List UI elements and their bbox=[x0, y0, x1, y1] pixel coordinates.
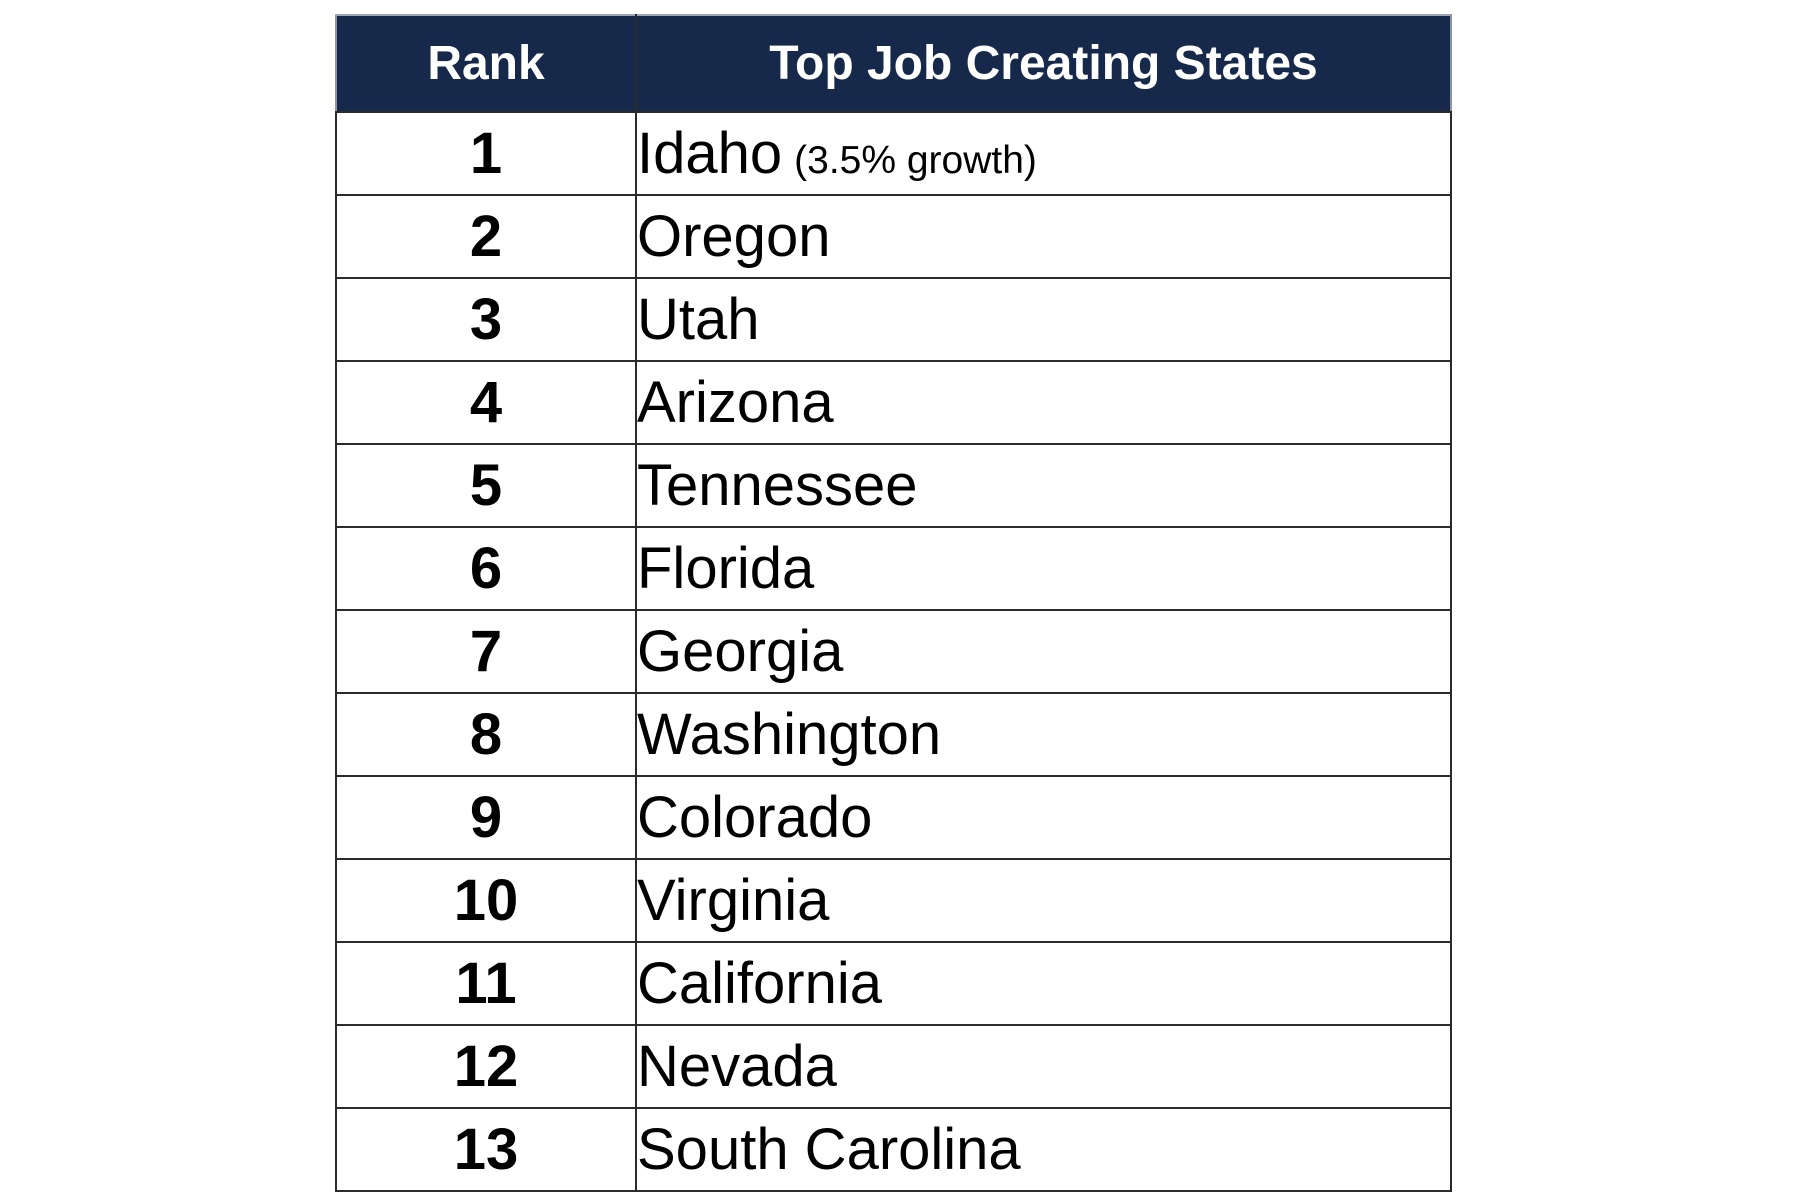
state-cell: Tennessee bbox=[635, 443, 1452, 528]
table-row: 11 California bbox=[335, 941, 1452, 1026]
state-name: Utah bbox=[637, 286, 760, 352]
state-name: South Carolina bbox=[637, 1116, 1021, 1182]
state-cell: South Carolina bbox=[635, 1107, 1452, 1192]
state-name: Tennessee bbox=[637, 452, 918, 518]
state-name: California bbox=[637, 950, 882, 1016]
state-name: Florida bbox=[637, 535, 815, 601]
state-cell: Idaho (3.5% growth) bbox=[635, 111, 1452, 196]
table-row: 13 South Carolina bbox=[335, 1107, 1452, 1192]
rank-cell: 13 bbox=[335, 1107, 637, 1192]
state-cell: Utah bbox=[635, 277, 1452, 362]
table-row: 12 Nevada bbox=[335, 1024, 1452, 1109]
table-row: 7 Georgia bbox=[335, 609, 1452, 694]
table-row: 4 Arizona bbox=[335, 360, 1452, 445]
state-cell: California bbox=[635, 941, 1452, 1026]
rank-cell: 6 bbox=[335, 526, 637, 611]
state-cell: Colorado bbox=[635, 775, 1452, 860]
state-cell: Virginia bbox=[635, 858, 1452, 943]
job-creating-states-table: Rank Top Job Creating States 1 Idaho (3.5… bbox=[335, 14, 1452, 1192]
state-name: Idaho bbox=[637, 120, 783, 186]
state-cell: Washington bbox=[635, 692, 1452, 777]
table-row: 3 Utah bbox=[335, 277, 1452, 362]
state-name: Nevada bbox=[637, 1033, 837, 1099]
table-row: 10 Virginia bbox=[335, 858, 1452, 943]
table-header-row: Rank Top Job Creating States bbox=[335, 14, 1452, 113]
rank-cell: 11 bbox=[335, 941, 637, 1026]
state-cell: Oregon bbox=[635, 194, 1452, 279]
table-body: 1 Idaho (3.5% growth) 2 Oregon 3 Utah 4 A… bbox=[335, 111, 1452, 1192]
rank-cell: 5 bbox=[335, 443, 637, 528]
state-cell: Nevada bbox=[635, 1024, 1452, 1109]
rank-cell: 1 bbox=[335, 111, 637, 196]
state-name: Colorado bbox=[637, 784, 873, 850]
table-row: 1 Idaho (3.5% growth) bbox=[335, 111, 1452, 196]
table-row: 5 Tennessee bbox=[335, 443, 1452, 528]
state-name: Arizona bbox=[637, 369, 834, 435]
state-name: Oregon bbox=[637, 203, 831, 269]
state-name: Georgia bbox=[637, 618, 844, 684]
state-name: Washington bbox=[637, 701, 942, 767]
table-row: 9 Colorado bbox=[335, 775, 1452, 860]
state-name: Virginia bbox=[637, 867, 830, 933]
rank-cell: 7 bbox=[335, 609, 637, 694]
rank-cell: 3 bbox=[335, 277, 637, 362]
growth-note: (3.5% growth) bbox=[794, 138, 1037, 182]
table-row: 2 Oregon bbox=[335, 194, 1452, 279]
state-cell: Arizona bbox=[635, 360, 1452, 445]
table-row: 8 Washington bbox=[335, 692, 1452, 777]
state-cell: Florida bbox=[635, 526, 1452, 611]
rank-cell: 10 bbox=[335, 858, 637, 943]
table-row: 6 Florida bbox=[335, 526, 1452, 611]
states-column-header: Top Job Creating States bbox=[635, 14, 1452, 113]
rank-cell: 4 bbox=[335, 360, 637, 445]
rank-cell: 12 bbox=[335, 1024, 637, 1109]
rank-cell: 9 bbox=[335, 775, 637, 860]
state-cell: Georgia bbox=[635, 609, 1452, 694]
rank-column-header: Rank bbox=[335, 14, 637, 113]
rank-cell: 8 bbox=[335, 692, 637, 777]
rank-cell: 2 bbox=[335, 194, 637, 279]
